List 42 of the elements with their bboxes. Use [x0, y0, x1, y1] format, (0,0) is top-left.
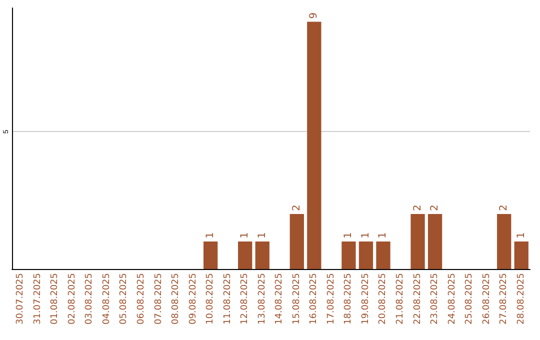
x-tick-label: 01.08.2025	[50, 273, 60, 325]
x-tick-label: 03.08.2025	[84, 273, 95, 325]
data-label: 1	[256, 232, 268, 239]
x-tick-label: 15.08.2025	[292, 273, 302, 325]
x-tick-label: 07.08.2025	[154, 273, 164, 325]
x-tick-label: 09.08.2025	[188, 273, 198, 325]
x-tick-label: 11.08.2025	[222, 273, 233, 325]
data-label: 2	[430, 204, 441, 212]
x-tick-label: 17.08.2025	[326, 273, 336, 325]
data-label: 1	[240, 232, 251, 239]
x-tick-label: 20.08.2025	[378, 273, 388, 325]
x-tick-label: 21.08.2025	[396, 273, 406, 325]
data-label: 1	[378, 232, 389, 239]
data-label: 2	[412, 204, 424, 212]
x-tick-label: 30.07.2025	[16, 273, 26, 325]
x-tick-label: 05.08.2025	[119, 273, 130, 325]
x-tick-label: 10.08.2025	[206, 273, 216, 325]
x-tick-label: 26.08.2025	[482, 273, 492, 325]
x-tick-label: 06.08.2025	[136, 273, 146, 325]
x-tick-label: 13.08.2025	[257, 273, 268, 325]
x-tick-label: 12.08.2025	[240, 273, 250, 325]
x-tick-label: 22.08.2025	[412, 273, 423, 325]
data-label: 9	[308, 12, 320, 19]
x-tick-label: 16.08.2025	[309, 273, 320, 325]
data-label: 1	[360, 232, 372, 239]
x-tick-label: 08.08.2025	[171, 273, 182, 325]
x-tick-label: 31.07.2025	[32, 273, 43, 325]
x-tick-label: 19.08.2025	[360, 273, 371, 325]
data-label: 1	[516, 232, 527, 239]
x-tick-label: 23.08.2025	[430, 273, 440, 325]
x-tick-label: 27.08.2025	[499, 273, 510, 325]
data-label: 2	[291, 204, 302, 212]
data-label: 1	[205, 232, 216, 239]
x-tick-label: 04.08.2025	[102, 273, 112, 325]
x-tick-label: 28.08.2025	[516, 273, 526, 325]
x-tick-label: 18.08.2025	[344, 273, 354, 325]
x-tick-label: 24.08.2025	[447, 273, 458, 325]
data-label: 2	[498, 204, 510, 212]
x-tick-label: 02.08.2025	[67, 273, 78, 325]
data-label: 1	[343, 232, 354, 239]
x-tick-label: 14.08.2025	[274, 273, 285, 325]
x-tick-label: 25.08.2025	[464, 273, 475, 325]
